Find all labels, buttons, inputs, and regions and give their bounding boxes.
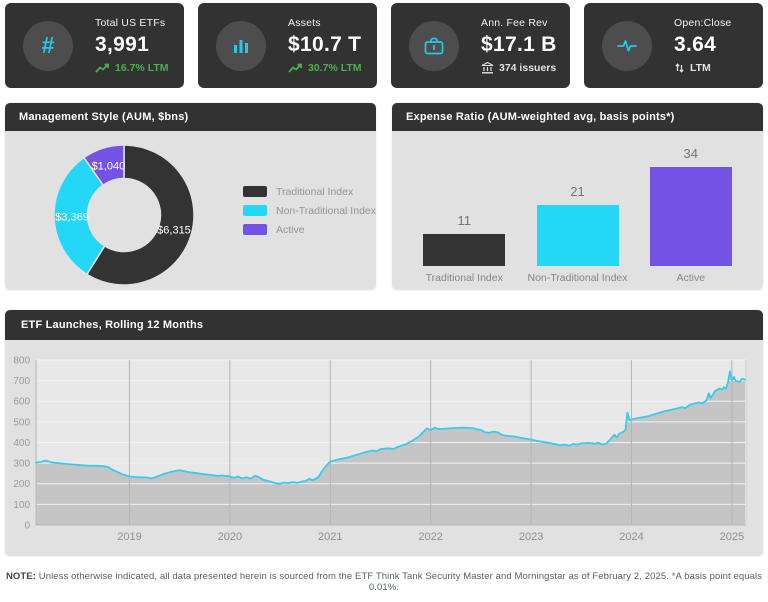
icon-circle: # [23,20,73,71]
panel-title: ETF Launches, Rolling 12 Months [5,310,763,340]
bar [423,234,506,266]
kpi-card-assets: Assets $10.7 T 30.7% LTM [198,3,377,88]
donut-slice-non-traditional-index [53,156,106,276]
bar-value-label: 34 [683,146,698,161]
legend-item-traditional-index: Traditional Index [243,186,376,198]
kpi-sub: LTM [674,62,731,74]
x-axis-tick-label: 2020 [218,531,243,543]
line-chart: 0 100 200 300 400 500 600 700 800 2019 2020 2021 202… [13,356,747,543]
data-line [35,370,746,485]
legend-item-non-traditional-index: Non-Traditional Index [243,205,376,217]
icon-circle [409,20,459,71]
kpi-sub: 374 issuers [481,62,557,74]
kpi-card-open-close: Open:Close 3.64 LTM [584,3,763,88]
kpi-card-total-us-etfs: # Total US ETFs 3,991 16.7% LTM [5,3,184,88]
x-axis-tick-label: 2021 [318,531,343,543]
y-axis-tick-label: 700 [13,376,30,387]
kpi-card-ann-fee-rev: Ann. Fee Rev $17.1 B 374 issuers [391,3,570,88]
panel-title: Expense Ratio (AUM-weighted avg, basis p… [392,103,763,131]
kpi-value: $10.7 T [288,33,362,56]
footer-note-label: NOTE: [5,571,36,582]
kpi-label: Assets [288,17,321,29]
management-style-panel: Management Style (AUM, $bns) $6,315 $3,36… [5,103,376,290]
y-axis-tick-label: 0 [24,521,30,532]
y-axis-tick-label: 500 [13,417,30,428]
area-fill [36,371,745,525]
icon-circle [602,20,652,71]
etf-launches-panel: ETF Launches, Rolling 12 Months 0 100 200 3… [5,310,763,556]
activity-icon [617,39,637,51]
bar-category-label: Traditional Index [425,272,503,284]
y-axis-tick-label: 600 [13,397,30,408]
donut-slice-traditional-index [85,144,195,286]
kpi-sub: 16.7% LTM [95,62,168,74]
kpi-value: 3.64 [674,33,717,56]
donut-slice-label: $6,315 [157,224,191,236]
bar-category-label: Non-Traditional Index [527,272,628,284]
icon-circle [216,20,266,71]
trending-up-icon [288,63,302,73]
legend-swatch [243,205,267,216]
bar-column-non-traditional-index: 21 Non-Traditional Index [528,135,628,284]
y-axis-tick-label: 300 [13,459,30,470]
footer-note: NOTE: Unless otherwise indicated, all da… [5,571,763,593]
legend-item-active: Active [243,224,376,236]
kpi-label: Total US ETFs [95,17,166,29]
hash-icon: # [41,32,55,58]
donut-slice-label: $1,040 [92,160,126,172]
donut-slice-active [82,144,125,187]
donut-slice-label: $3,369 [55,211,89,223]
kpi-value: $17.1 B [481,33,557,56]
donut-chart: $6,315 $3,369 $1,040 [53,144,195,286]
expense-ratio-panel: Expense Ratio (AUM-weighted avg, basis p… [392,103,763,290]
bar-value-label: 11 [457,213,472,228]
legend-swatch [243,224,267,235]
bar-category-label: Active [676,272,706,284]
bar-column-traditional-index: 11 Traditional Index [423,135,506,284]
bank-icon [481,62,494,74]
kpi-value: 3,991 [95,33,150,56]
bar-chart-icon [234,39,248,53]
panel-title: Management Style (AUM, $bns) [5,103,376,131]
kpi-label: Open:Close [674,17,732,29]
y-axis-tick-label: 800 [13,356,30,367]
x-axis-tick-label: 2024 [619,531,644,543]
x-axis-tick-label: 2022 [418,531,443,543]
kpi-cards-row: # Total US ETFs 3,991 16.7% LTM [5,3,763,88]
briefcase-icon [424,37,444,54]
bar-column-active: 34 Active [649,135,732,284]
y-axis-tick-label: 100 [13,500,30,511]
kpi-label: Ann. Fee Rev [481,17,548,29]
up-down-arrows-icon [675,63,684,73]
x-axis-tick-label: 2025 [720,531,745,543]
x-axis-tick-label: 2019 [117,531,142,543]
bar-value-label: 21 [570,184,585,199]
trending-up-icon [95,63,109,73]
donut-legend: Traditional Index Non-Traditional Index … [243,186,376,236]
bar-chart: 11 Traditional Index 21 Non-Traditional Ind… [392,131,763,290]
footer-note-text: Unless otherwise indicated, all data pre… [36,571,763,593]
kpi-sub: 30.7% LTM [288,62,361,74]
x-axis-tick-label: 2023 [519,531,544,543]
y-axis-tick-label: 400 [13,438,30,449]
y-axis-tick-label: 200 [13,479,30,490]
bar [536,205,619,266]
legend-swatch [243,186,267,197]
bar [649,167,732,266]
